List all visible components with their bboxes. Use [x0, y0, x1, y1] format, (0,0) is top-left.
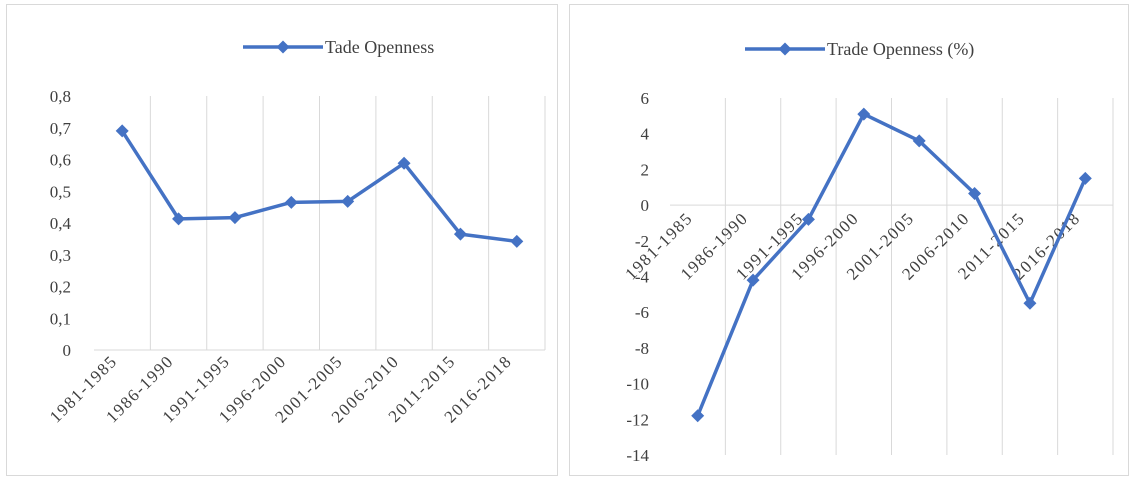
- data-point-marker: [284, 195, 298, 209]
- series-line: [120, 129, 518, 244]
- legend-marker: [276, 40, 290, 54]
- data-point-marker: [228, 211, 242, 225]
- y-tick-label: 0,3: [50, 246, 71, 265]
- data-point-marker: [510, 234, 524, 248]
- y-tick-label: 0,4: [50, 214, 72, 233]
- data-point-marker: [1023, 296, 1037, 310]
- y-tick-label: -2: [635, 232, 649, 251]
- trade-openness-chart-svg: 00,10,20,30,40,50,60,70,81981-19851986-1…: [46, 37, 546, 426]
- y-tick-label: 0,6: [50, 151, 71, 170]
- data-point-marker: [341, 194, 355, 208]
- trade-openness-percent-chart-svg: -14-12-10-8-6-4-202461981-19851986-19901…: [621, 39, 1114, 465]
- data-point-marker: [453, 227, 467, 241]
- series-line: [696, 112, 1087, 417]
- data-point-marker: [115, 124, 129, 138]
- y-tick-label: 0,1: [50, 309, 71, 328]
- data-point-marker: [691, 409, 705, 423]
- y-tick-label: 0,8: [50, 87, 71, 106]
- data-point-marker: [397, 156, 411, 170]
- y-tick-label: -4: [635, 268, 650, 287]
- data-point-marker: [1078, 171, 1092, 185]
- data-point-marker: [857, 107, 871, 121]
- y-tick-label: 2: [641, 160, 650, 179]
- y-tick-label: 0,7: [50, 119, 72, 138]
- y-tick-label: 6: [641, 89, 650, 108]
- y-tick-label: -14: [626, 446, 649, 465]
- data-point-marker: [912, 134, 926, 148]
- y-tick-label: -12: [626, 410, 649, 429]
- legend-label: Tade Openness: [325, 37, 434, 57]
- data-point-marker: [968, 186, 982, 200]
- legend-label: Trade Openness (%): [827, 39, 974, 60]
- data-point-marker: [172, 212, 186, 226]
- y-tick-label: 0,2: [50, 278, 71, 297]
- data-point-marker: [801, 212, 815, 226]
- data-point-marker: [746, 273, 760, 287]
- y-tick-label: 0: [641, 196, 650, 215]
- y-tick-label: -10: [626, 375, 649, 394]
- trade-openness-percent-chart: -14 -12 -10 -8 -6 -4 -2 0 2 4 6 1981-1985 1986-1990 1…: [569, 4, 1129, 476]
- y-tick-label: 0: [63, 341, 72, 360]
- y-tick-label: 4: [641, 125, 650, 144]
- y-tick-label: -8: [635, 339, 649, 358]
- legend-marker: [778, 42, 792, 56]
- trade-openness-chart: 0 0,1 0,2 0,3 0,4 0,5 0,6 0,7 0,8 1981-1985 1986-1…: [6, 4, 558, 476]
- y-tick-label: 0,5: [50, 182, 71, 201]
- y-tick-label: -6: [635, 303, 649, 322]
